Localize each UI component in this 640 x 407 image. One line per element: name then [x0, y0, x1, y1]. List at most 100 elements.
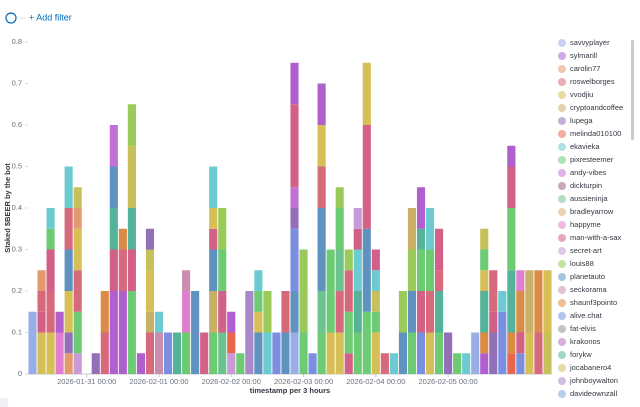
bar-segment	[353, 332, 362, 374]
bar-segment	[127, 104, 136, 146]
legend-label[interactable]: happyme	[570, 220, 601, 229]
bar-segment	[290, 62, 299, 105]
legend-label[interactable]: roswelborges	[570, 77, 615, 86]
legend-label[interactable]: cryptoandcoffee	[570, 103, 623, 112]
bar-segment	[46, 291, 55, 333]
bar-segment	[209, 332, 218, 374]
bar-segment	[182, 332, 191, 374]
legend-swatch	[558, 208, 566, 216]
bar-segment	[46, 228, 55, 250]
bar-segment	[191, 291, 200, 374]
legend-swatch	[558, 286, 566, 294]
bar-segment	[55, 311, 64, 333]
bar-segment	[209, 166, 218, 208]
legend-swatch	[558, 156, 566, 164]
bar-segment	[109, 249, 118, 291]
bar-segment	[290, 187, 299, 208]
bar-segment	[236, 353, 245, 374]
bar-segment	[498, 291, 507, 312]
bar-segment	[218, 208, 227, 250]
legend-swatch	[558, 130, 566, 138]
legend-label[interactable]: shaunf3pointo	[570, 298, 617, 307]
legend-label[interactable]: man-with-a-sax	[570, 233, 622, 242]
bar-segment	[91, 353, 100, 374]
bar-segment	[425, 291, 435, 333]
bar-segment	[145, 249, 155, 271]
bar-segment	[209, 228, 218, 250]
bar-segment	[326, 332, 335, 374]
legend-swatch	[558, 91, 566, 99]
legend-label[interactable]: jocabanero4	[569, 363, 611, 372]
legend-label[interactable]: bradleyarrow	[570, 207, 614, 216]
legend-label[interactable]: dickturpin	[570, 181, 602, 190]
legend-swatch	[558, 143, 566, 151]
bar-segment	[353, 249, 362, 291]
legend-label[interactable]: louis88	[570, 259, 594, 268]
y-tick-label: 0	[18, 369, 22, 378]
legend-swatch	[558, 117, 566, 125]
bar-segment	[353, 291, 362, 333]
bar-segment	[218, 249, 227, 291]
bar-segment	[416, 332, 426, 374]
y-tick-label: 0.3	[12, 244, 22, 253]
bar-segment	[480, 332, 489, 354]
legend-swatch	[558, 325, 566, 333]
legend-label[interactable]: forykw	[570, 350, 592, 359]
bar-segment	[109, 166, 118, 208]
bar-segment	[64, 249, 73, 291]
bar-segment	[317, 83, 326, 125]
bar-segment	[109, 125, 118, 167]
bar-segment	[100, 332, 109, 374]
bar-segment	[154, 332, 164, 374]
corner-toggle[interactable]	[0, 398, 8, 407]
legend-label[interactable]: aussieninja	[570, 194, 608, 203]
legend-label[interactable]: davideownzall	[570, 389, 617, 398]
bar-segment	[371, 270, 380, 291]
bar-segment	[173, 332, 182, 374]
legend-label[interactable]: andy-vibes	[570, 168, 607, 177]
bar-segment	[317, 332, 326, 374]
bar-segment	[416, 249, 426, 291]
legend-label[interactable]: sylmarill	[570, 51, 597, 60]
bar-segment	[73, 228, 82, 271]
bar-segment	[73, 270, 82, 312]
bar-segment	[118, 228, 127, 250]
legend-label[interactable]: lupega	[570, 116, 593, 125]
bar-segment	[335, 332, 344, 374]
legend-label[interactable]: alive.chat	[570, 311, 603, 320]
legend-label[interactable]: planetauto	[570, 272, 605, 281]
bar-segment	[453, 353, 462, 374]
bar-segment	[64, 166, 73, 208]
filter-icon[interactable]	[5, 12, 17, 24]
legend-label[interactable]: pixresteemer	[570, 155, 614, 164]
bar-segment	[64, 291, 73, 333]
bar-segment	[326, 249, 335, 333]
legend-swatch	[558, 299, 566, 307]
bar-segment	[37, 332, 46, 374]
bar-segment	[37, 311, 46, 333]
bar-segment	[480, 353, 489, 374]
legend-label[interactable]: krakonos	[570, 337, 601, 346]
bar-segment	[480, 291, 489, 333]
legend-label[interactable]: melinda010100	[570, 129, 621, 138]
bar-segment	[471, 332, 480, 374]
bar-segment	[254, 291, 263, 312]
legend-label[interactable]: seckorama	[570, 285, 608, 294]
bar-segment	[227, 353, 236, 374]
bar-segment	[416, 187, 426, 229]
bar-segment	[516, 353, 525, 374]
add-filter-button[interactable]: + Add filter	[29, 12, 72, 22]
legend-label[interactable]: fat-elvis	[570, 324, 596, 333]
legend-label[interactable]: ekavieka	[570, 142, 600, 151]
legend-scrollbar[interactable]	[631, 40, 634, 140]
bar-segment	[64, 332, 73, 354]
legend-label[interactable]: johnboywalton	[569, 376, 618, 385]
legend-label[interactable]: carolin77	[570, 64, 600, 73]
legend-swatch	[558, 247, 566, 255]
legend-label[interactable]: savvyplayer	[570, 38, 610, 47]
legend-label[interactable]: vvodjiu	[570, 90, 593, 99]
legend-label[interactable]: secret-art	[570, 246, 603, 255]
bar-segment	[407, 208, 417, 250]
bar-segment	[435, 228, 444, 271]
